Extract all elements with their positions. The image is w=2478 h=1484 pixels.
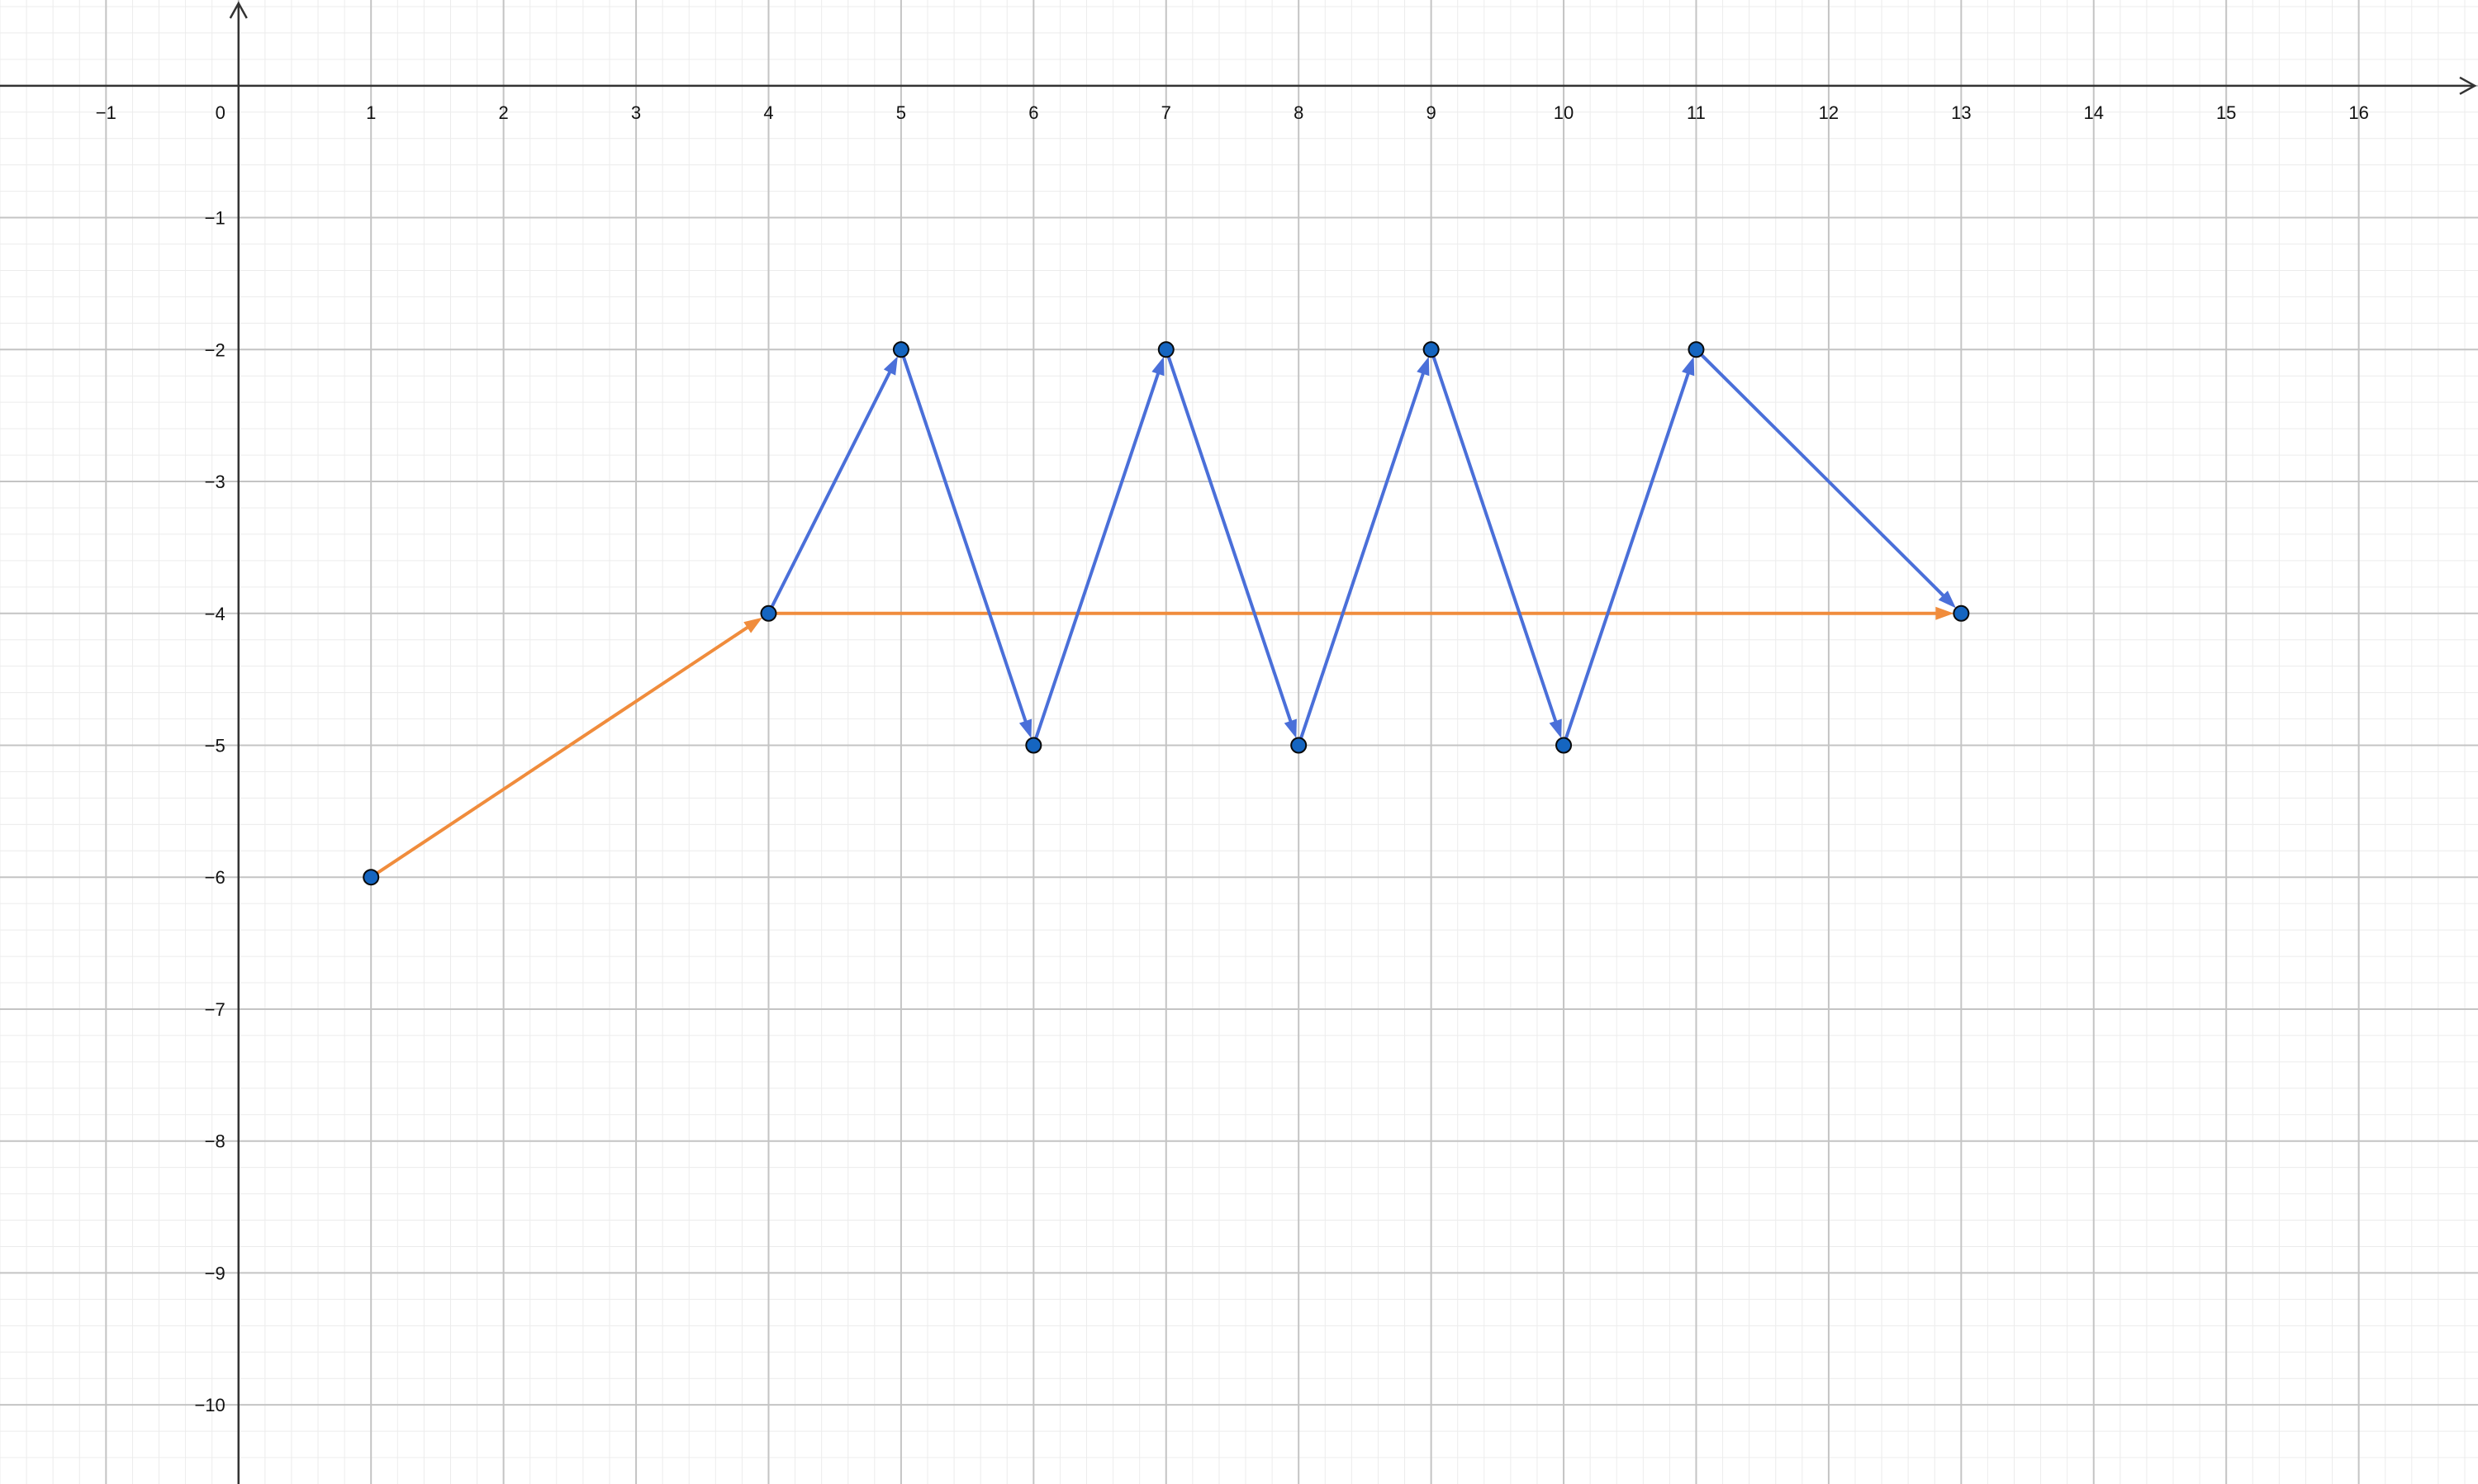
arrowhead-icon <box>1935 606 1954 620</box>
arrowhead-icon <box>1417 356 1430 377</box>
vector <box>1694 348 1956 609</box>
vector-line <box>369 624 751 879</box>
vector <box>1297 356 1430 747</box>
vector-line <box>1429 348 1558 724</box>
arrowhead-icon <box>1151 356 1165 377</box>
x-tick-label: 1 <box>366 102 376 123</box>
vector-line <box>1694 348 1946 599</box>
vector <box>1032 356 1165 747</box>
vector <box>767 606 1954 620</box>
x-tick-label: 6 <box>1028 102 1038 123</box>
vector <box>369 617 762 879</box>
point[interactable] <box>1953 605 1970 622</box>
y-tick-label: −4 <box>205 604 225 624</box>
point[interactable] <box>760 605 777 622</box>
point[interactable] <box>1688 341 1705 358</box>
vector-line <box>1164 348 1293 724</box>
vector <box>1164 348 1297 738</box>
vector-line <box>767 369 892 615</box>
x-tick-label: 2 <box>499 102 509 123</box>
arrowhead-icon <box>1018 718 1032 738</box>
x-tick-label: 10 <box>1554 102 1574 123</box>
y-tick-label: −8 <box>205 1131 225 1152</box>
x-tick-label: 4 <box>763 102 773 123</box>
vector <box>1429 348 1562 738</box>
x-tick-labels: −1 0 1 2 3 4 5 6 7 8 9 10 11 12 13 14 15 16 <box>96 102 2369 123</box>
x-tick-label: 3 <box>631 102 641 123</box>
vector-line <box>1297 370 1426 747</box>
y-tick-label: −7 <box>205 999 225 1020</box>
point[interactable] <box>1025 737 1042 754</box>
point[interactable] <box>1290 737 1308 754</box>
point[interactable] <box>1422 341 1440 358</box>
arrowhead-icon <box>1549 718 1562 738</box>
x-tick-label: 14 <box>2084 102 2104 123</box>
x-tick-label: 5 <box>896 102 906 123</box>
y-tick-label: −6 <box>205 867 225 888</box>
x-tick-label: 8 <box>1294 102 1303 123</box>
x-tick-label: 7 <box>1161 102 1171 123</box>
arrowhead-icon <box>883 356 898 376</box>
point[interactable] <box>1555 737 1573 754</box>
x-axis-arrow-icon <box>2459 76 2477 95</box>
point[interactable] <box>1157 341 1175 358</box>
arrowhead-icon <box>743 617 762 633</box>
y-tick-label: −9 <box>205 1263 225 1283</box>
y-axis-arrow-icon <box>229 1 248 19</box>
x-tick-label: −1 <box>96 102 116 123</box>
vector-line <box>899 348 1028 724</box>
points <box>363 341 1970 886</box>
arrowhead-icon <box>1284 718 1297 738</box>
x-tick-label: 15 <box>2216 102 2236 123</box>
vector <box>899 348 1032 738</box>
arrowhead-icon <box>1682 356 1695 377</box>
vector <box>1562 356 1695 747</box>
x-tick-label: 12 <box>1819 102 1839 123</box>
point[interactable] <box>363 869 380 886</box>
vectors <box>369 348 1956 879</box>
x-tick-label: 11 <box>1687 102 1706 123</box>
vector-line <box>1032 370 1161 747</box>
x-tick-label: 9 <box>1426 102 1436 123</box>
vector-line <box>1562 370 1691 747</box>
x-tick-label: 16 <box>2348 102 2368 123</box>
x-tick-label: 0 <box>216 102 225 123</box>
y-tick-label: −1 <box>205 208 225 229</box>
y-tick-labels: −1 −2 −3 −4 −5 −6 −7 −8 −9 −10 <box>194 208 225 1416</box>
y-tick-label: −5 <box>205 735 225 756</box>
arrowhead-icon <box>1938 590 1956 609</box>
x-tick-label: 13 <box>1951 102 1971 123</box>
y-tick-label: −10 <box>194 1395 225 1415</box>
vector <box>767 356 898 615</box>
point[interactable] <box>892 341 909 358</box>
y-tick-label: −3 <box>205 472 225 492</box>
y-tick-label: −2 <box>205 339 225 360</box>
